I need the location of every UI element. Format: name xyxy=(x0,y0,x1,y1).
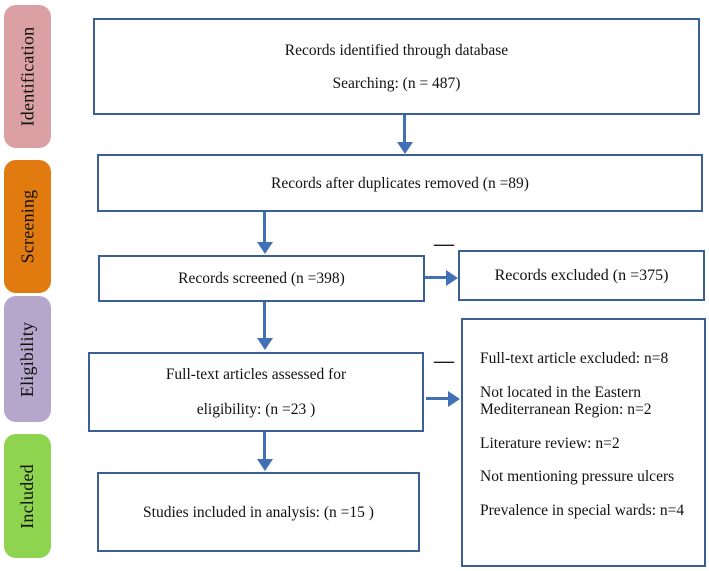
stage-label-eligibility-text: Eligibility xyxy=(17,321,38,397)
box-duplicates-removed-text: Records after duplicates removed (n =89) xyxy=(271,174,529,192)
box-studies-included-text: Studies included in analysis: (n =15 ) xyxy=(143,503,374,521)
stage-label-identification: Identification xyxy=(4,5,51,148)
box-records-identified: Records identified through database Sear… xyxy=(93,18,700,115)
arrow-identified-to-duplicates xyxy=(403,115,406,144)
minus-sign: — xyxy=(434,350,454,372)
stage-label-included-text: Included xyxy=(17,463,38,529)
box-studies-included: Studies included in analysis: (n =15 ) xyxy=(97,472,420,552)
exclusion-reason-item: Full-text article excluded: n=8 xyxy=(480,350,669,367)
stage-label-screening: Screening xyxy=(4,160,51,293)
arrow-duplicates-to-screened xyxy=(263,212,266,244)
arrow-screened-to-excluded xyxy=(425,276,448,279)
stage-label-included: Included xyxy=(4,434,51,558)
box-duplicates-removed: Records after duplicates removed (n =89) xyxy=(97,154,703,212)
exclusion-reason-item: Not located in the Eastern Mediterranean… xyxy=(480,383,652,419)
box-records-excluded: Records excluded (n =375) xyxy=(458,250,705,301)
minus-sign: — xyxy=(434,233,454,255)
box-records-identified-line2: Searching: (n = 487) xyxy=(332,74,461,92)
arrow-right-icon xyxy=(446,270,458,286)
box-exclusion-reasons: Full-text article excluded: n=8 Not loca… xyxy=(461,318,706,567)
stage-label-identification-text: Identification xyxy=(17,26,38,127)
box-fulltext-assessed-line2: eligibility: (n =23 ) xyxy=(196,401,316,418)
box-records-screened: Records screened (n =398) xyxy=(98,255,425,302)
box-fulltext-assessed: Full-text articles assessed for eligibil… xyxy=(88,352,424,432)
box-records-screened-text: Records screened (n =398) xyxy=(178,270,345,287)
exclusion-reason-item: Prevalence in special wards: n=4 xyxy=(480,501,685,519)
exclusion-reason-item: Literature review: n=2 xyxy=(480,434,620,452)
stage-label-screening-text: Screening xyxy=(17,189,37,264)
arrow-right-icon xyxy=(448,391,460,407)
arrow-down-icon xyxy=(397,142,413,154)
arrow-fulltext-to-reasons xyxy=(426,397,450,400)
arrow-fulltext-to-included xyxy=(263,432,266,461)
box-records-excluded-text: Records excluded (n =375) xyxy=(494,267,669,284)
arrow-screened-to-fulltext xyxy=(263,302,266,340)
stage-label-eligibility: Eligibility xyxy=(4,296,51,422)
exclusion-reason-item: Not mentioning pressure ulcers xyxy=(480,468,675,485)
box-records-identified-line1: Records identified through database xyxy=(284,41,509,59)
arrow-down-icon xyxy=(257,338,273,350)
arrow-down-icon xyxy=(257,242,273,254)
box-fulltext-assessed-line1: Full-text articles assessed for xyxy=(165,366,347,383)
arrow-down-icon xyxy=(257,459,273,471)
